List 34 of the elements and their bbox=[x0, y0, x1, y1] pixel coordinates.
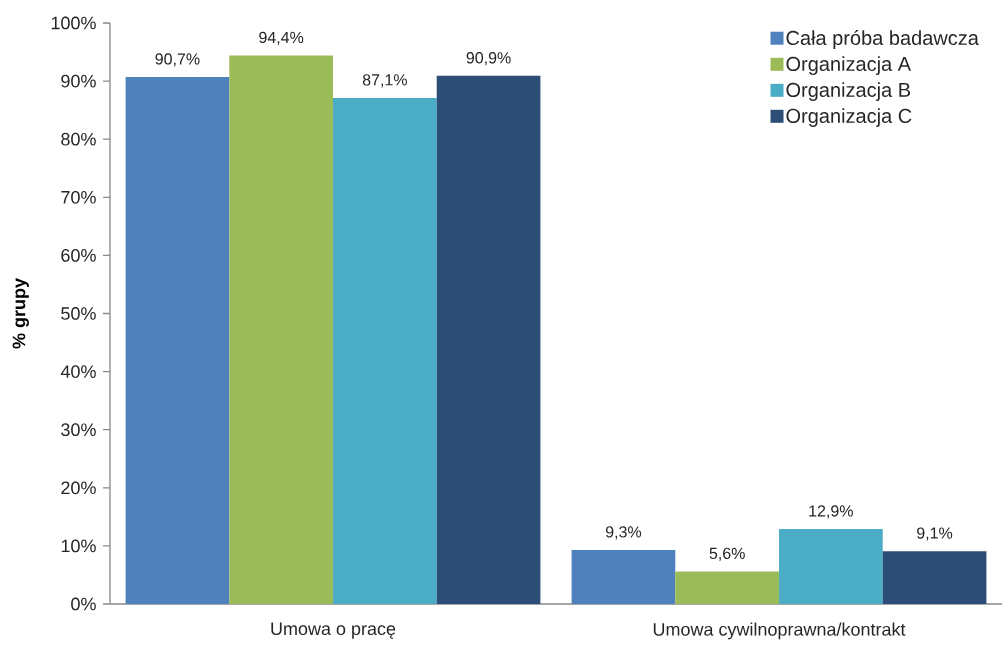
y-tick-label: 90% bbox=[61, 74, 96, 88]
data-label: 9,3% bbox=[605, 526, 642, 540]
y-tick-label: 40% bbox=[60, 365, 96, 378]
y-tick-label: 50% bbox=[61, 307, 96, 320]
legend-label: Cała próba badawcza bbox=[786, 30, 979, 49]
y-tick-label: 70% bbox=[61, 190, 96, 204]
y-tick-label: 10% bbox=[61, 539, 96, 553]
data-label: 87,1% bbox=[362, 74, 407, 88]
data-label: 12,9% bbox=[809, 505, 853, 519]
legend-label: Organizacja A bbox=[786, 56, 912, 75]
bar bbox=[436, 75, 541, 604]
y-tick-label: 0% bbox=[71, 597, 96, 611]
y-tick-label: 80% bbox=[61, 132, 96, 146]
data-label: 94,4% bbox=[259, 31, 304, 45]
y-tick-label: 30% bbox=[61, 423, 96, 437]
bar bbox=[779, 529, 883, 604]
x-tick-label: Umowa cywilnoprawna/kontrakt bbox=[653, 622, 906, 640]
y-tick-label: 100% bbox=[51, 16, 96, 30]
y-axis-title: % grupy bbox=[12, 278, 29, 349]
legend-label: Organizacja C bbox=[786, 108, 912, 127]
data-label: 90,7% bbox=[155, 53, 200, 67]
bar bbox=[229, 55, 333, 604]
bar bbox=[882, 551, 987, 604]
data-label: 9,1% bbox=[917, 527, 953, 541]
bar bbox=[333, 97, 437, 604]
legend-label: Organizacja B bbox=[786, 82, 911, 101]
y-tick-label: 60% bbox=[61, 249, 96, 262]
bar bbox=[675, 571, 779, 604]
bar bbox=[571, 549, 676, 604]
bar bbox=[125, 77, 230, 604]
y-tick-label: 20% bbox=[61, 481, 96, 495]
data-label: 5,6% bbox=[709, 547, 745, 561]
x-tick-label: Umowa o pracę bbox=[271, 622, 396, 639]
data-label: 90,9% bbox=[466, 52, 511, 66]
